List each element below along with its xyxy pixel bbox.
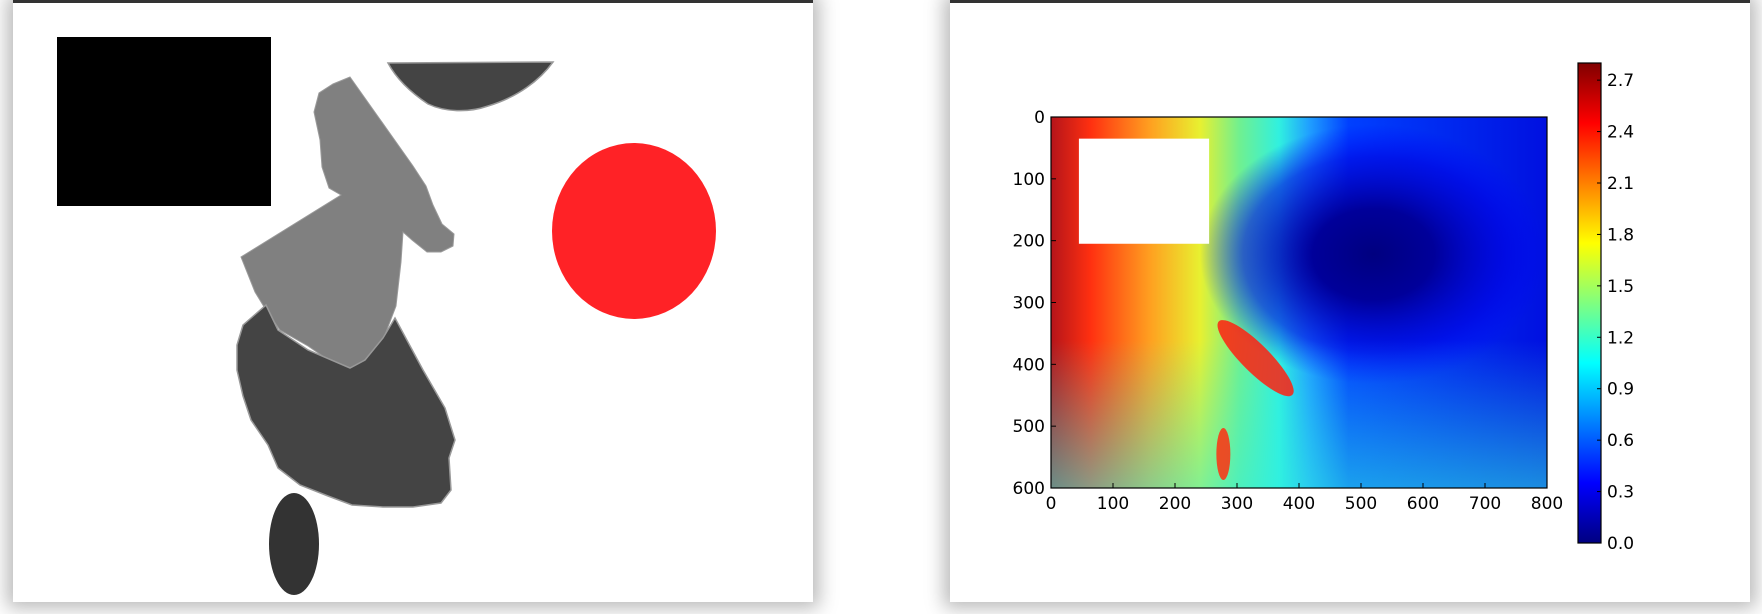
- red-circle: [552, 143, 716, 319]
- shapes-window: [13, 0, 813, 602]
- x-tick-label: 700: [1469, 494, 1501, 514]
- y-axis-ticks: 0 100 200 300 400 500 600: [1013, 108, 1056, 499]
- colorbar-tick-label: 0.6: [1607, 431, 1634, 451]
- x-tick-label: 800: [1531, 494, 1563, 514]
- y-tick-label: 600: [1013, 479, 1045, 499]
- window-top-border: [950, 0, 1750, 3]
- colorbar: 0.0 0.3 0.6 0.9 1.2 1.5 1.8 2.1 2.4 2.7: [1577, 62, 1634, 554]
- heatmap-masked-region: [1078, 138, 1210, 244]
- dark-half-ellipse: [386, 61, 555, 112]
- dark-ellipse: [269, 493, 319, 595]
- window-top-border: [13, 0, 813, 3]
- colorbar-tick-label: 0.9: [1607, 380, 1634, 400]
- x-tick-label: 0: [1046, 494, 1057, 514]
- y-tick-label: 0: [1034, 108, 1045, 128]
- x-tick-label: 500: [1345, 494, 1377, 514]
- x-axis-ticks: 0 100 200 300 400 500 600 700 800: [1046, 483, 1563, 514]
- x-tick-label: 300: [1221, 494, 1253, 514]
- colorbar-tick-label: 0.0: [1607, 534, 1634, 554]
- colorbar-tick-label: 0.3: [1607, 483, 1634, 503]
- heatmap-plot-area: [1051, 117, 1547, 488]
- y-tick-label: 100: [1013, 170, 1045, 190]
- y-tick-label: 400: [1013, 355, 1045, 375]
- colorbar-tick-label: 1.8: [1607, 225, 1634, 245]
- colorbar-tick-label: 2.1: [1607, 174, 1634, 194]
- heatmap-field: [1050, 116, 1548, 489]
- y-tick-label: 200: [1013, 232, 1045, 252]
- x-tick-label: 200: [1159, 494, 1191, 514]
- heatmap-window: 0 100 200 300 400 500 600 700 800 0 100 200 300 400 5…: [950, 0, 1750, 602]
- heatmap-chart: 0 100 200 300 400 500 600 700 800 0 100 200 300 400 5…: [1013, 62, 1634, 554]
- y-tick-label: 300: [1013, 294, 1045, 314]
- x-tick-label: 400: [1283, 494, 1315, 514]
- black-rectangle: [57, 37, 271, 206]
- shapes-canvas: [57, 37, 716, 595]
- x-tick-label: 100: [1097, 494, 1129, 514]
- colorbar-tick-label: 1.5: [1607, 277, 1634, 297]
- x-tick-label: 600: [1407, 494, 1439, 514]
- heatmap-red-streak: [1217, 320, 1294, 397]
- heatmap-red-spot: [1216, 427, 1231, 480]
- colorbar-gradient: [1577, 62, 1602, 544]
- colorbar-tick-label: 1.2: [1607, 328, 1634, 348]
- colorbar-tick-label: 2.7: [1607, 71, 1634, 91]
- y-tick-label: 500: [1013, 417, 1045, 437]
- colorbar-tick-label: 2.4: [1607, 123, 1634, 143]
- dark-blob: [236, 303, 456, 508]
